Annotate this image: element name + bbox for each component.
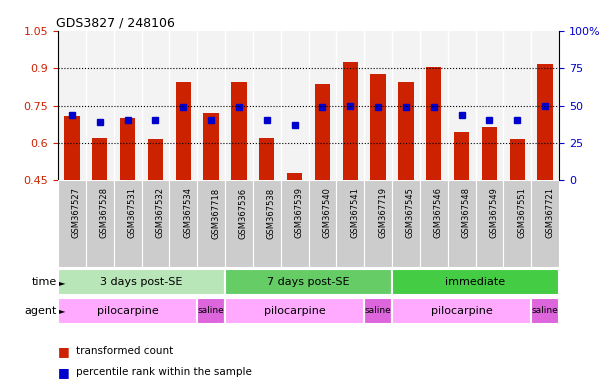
Text: GSM367721: GSM367721 bbox=[545, 187, 554, 238]
Text: GDS3827 / 248106: GDS3827 / 248106 bbox=[56, 17, 174, 30]
Bar bbox=[315, 84, 330, 180]
Bar bbox=[169, 180, 197, 267]
Bar bbox=[364, 298, 392, 324]
Text: transformed count: transformed count bbox=[76, 346, 174, 356]
Text: GSM367538: GSM367538 bbox=[267, 187, 276, 238]
Bar bbox=[64, 116, 79, 180]
Bar bbox=[392, 298, 531, 324]
Text: saline: saline bbox=[532, 306, 558, 315]
Text: GSM367534: GSM367534 bbox=[183, 187, 192, 238]
Bar bbox=[142, 31, 169, 180]
Bar bbox=[309, 180, 337, 267]
Bar bbox=[58, 31, 86, 180]
Bar bbox=[225, 31, 253, 180]
Bar bbox=[482, 127, 497, 180]
Bar bbox=[448, 180, 475, 267]
Bar bbox=[58, 269, 225, 295]
Bar bbox=[420, 31, 448, 180]
Text: GSM367531: GSM367531 bbox=[128, 187, 137, 238]
Bar bbox=[142, 180, 169, 267]
Bar bbox=[309, 31, 337, 180]
Text: GSM367551: GSM367551 bbox=[518, 187, 526, 238]
Bar bbox=[253, 180, 280, 267]
Text: GSM367540: GSM367540 bbox=[323, 187, 332, 238]
Bar bbox=[253, 31, 280, 180]
Bar bbox=[454, 132, 469, 180]
Text: time: time bbox=[32, 277, 57, 287]
Text: ■: ■ bbox=[58, 345, 70, 358]
Bar bbox=[280, 31, 309, 180]
Bar bbox=[392, 31, 420, 180]
Bar bbox=[538, 65, 553, 180]
Text: 3 days post-SE: 3 days post-SE bbox=[100, 277, 183, 287]
Bar bbox=[398, 82, 414, 180]
Bar bbox=[531, 31, 559, 180]
Bar bbox=[86, 31, 114, 180]
Bar bbox=[364, 31, 392, 180]
Bar bbox=[92, 138, 108, 180]
Bar bbox=[197, 31, 225, 180]
Bar bbox=[420, 180, 448, 267]
Bar bbox=[232, 82, 247, 180]
Text: GSM367548: GSM367548 bbox=[462, 187, 470, 238]
Bar bbox=[114, 180, 142, 267]
Text: GSM367539: GSM367539 bbox=[295, 187, 304, 238]
Bar bbox=[259, 138, 274, 180]
Text: immediate: immediate bbox=[445, 277, 506, 287]
Text: percentile rank within the sample: percentile rank within the sample bbox=[76, 367, 252, 377]
Bar bbox=[392, 180, 420, 267]
Text: GSM367541: GSM367541 bbox=[350, 187, 359, 238]
Text: saline: saline bbox=[198, 306, 224, 315]
Bar bbox=[225, 180, 253, 267]
Bar bbox=[120, 118, 135, 180]
Text: GSM367528: GSM367528 bbox=[100, 187, 109, 238]
Bar bbox=[510, 139, 525, 180]
Text: GSM367719: GSM367719 bbox=[378, 187, 387, 238]
Bar bbox=[197, 298, 225, 324]
Bar bbox=[503, 180, 531, 267]
Text: saline: saline bbox=[365, 306, 392, 315]
Bar bbox=[337, 180, 364, 267]
Bar bbox=[225, 269, 392, 295]
Text: pilocarpine: pilocarpine bbox=[431, 306, 492, 316]
Bar bbox=[287, 173, 302, 180]
Bar bbox=[203, 113, 219, 180]
Bar bbox=[225, 298, 364, 324]
Bar bbox=[475, 31, 503, 180]
Text: GSM367546: GSM367546 bbox=[434, 187, 443, 238]
Text: agent: agent bbox=[24, 306, 57, 316]
Bar bbox=[475, 180, 503, 267]
Bar bbox=[58, 180, 86, 267]
Bar bbox=[197, 180, 225, 267]
Bar bbox=[426, 67, 442, 180]
Bar bbox=[148, 139, 163, 180]
Bar bbox=[169, 31, 197, 180]
Bar bbox=[370, 74, 386, 180]
Bar bbox=[175, 82, 191, 180]
Bar bbox=[280, 180, 309, 267]
Bar bbox=[531, 180, 559, 267]
Text: pilocarpine: pilocarpine bbox=[264, 306, 326, 316]
Bar bbox=[364, 180, 392, 267]
Bar bbox=[531, 298, 559, 324]
Text: GSM367536: GSM367536 bbox=[239, 187, 248, 238]
Bar bbox=[86, 180, 114, 267]
Bar bbox=[58, 298, 197, 324]
Bar bbox=[503, 31, 531, 180]
Text: 7 days post-SE: 7 days post-SE bbox=[267, 277, 350, 287]
Bar bbox=[448, 31, 475, 180]
Bar bbox=[114, 31, 142, 180]
Text: GSM367532: GSM367532 bbox=[155, 187, 164, 238]
Text: GSM367527: GSM367527 bbox=[72, 187, 81, 238]
Text: ►: ► bbox=[59, 306, 65, 316]
Text: ►: ► bbox=[59, 278, 65, 287]
Text: GSM367718: GSM367718 bbox=[211, 187, 220, 238]
Bar bbox=[337, 31, 364, 180]
Bar bbox=[343, 62, 358, 180]
Text: GSM367549: GSM367549 bbox=[489, 187, 499, 238]
Bar bbox=[392, 269, 559, 295]
Text: pilocarpine: pilocarpine bbox=[97, 306, 158, 316]
Text: ■: ■ bbox=[58, 366, 70, 379]
Text: GSM367545: GSM367545 bbox=[406, 187, 415, 238]
